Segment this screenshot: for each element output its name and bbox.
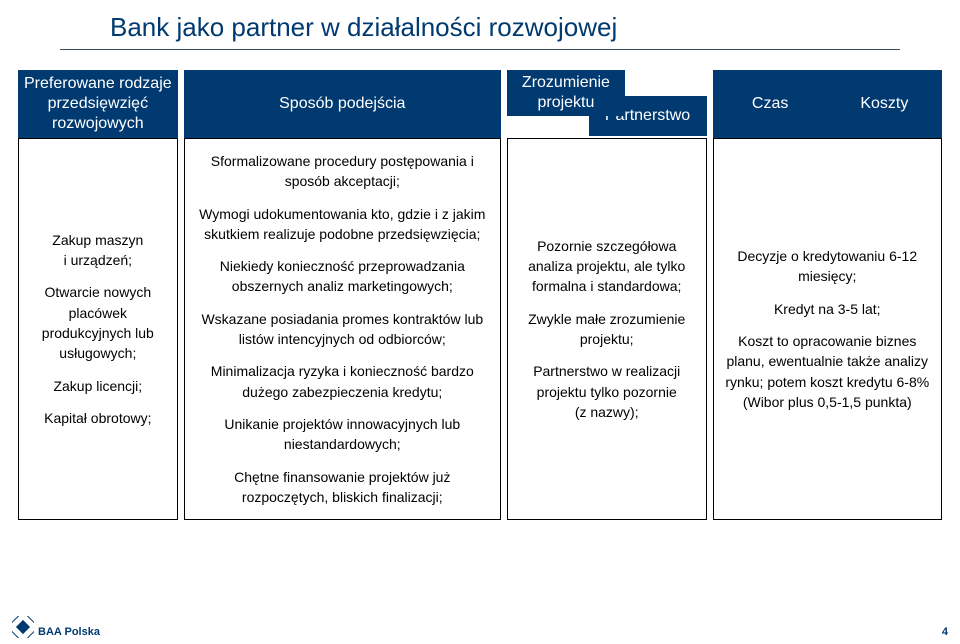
col-approach: Sposób podejścia Sformalizowane procedur…	[184, 70, 501, 520]
col-preferred: Preferowane rodzaje przedsięwzięć rozwoj…	[18, 70, 178, 520]
list-item: Kapitał obrotowy;	[25, 408, 171, 428]
list-item: Otwarcie nowych placówek produkcyjnych l…	[25, 282, 171, 363]
list-item: Unikanie projektów innowacyjnych lub nie…	[191, 414, 494, 455]
header-cost: Koszty	[828, 70, 942, 138]
col-approach-body: Sformalizowane procedury postępowania i …	[184, 138, 501, 520]
col-time-cost-body: Decyzje o kredytowaniu 6-12 miesięcy; Kr…	[713, 138, 943, 520]
col-time-cost-headers: Czas Koszty	[713, 70, 943, 138]
col-understanding-headers: Zrozumienie projektu Partnerstwo	[507, 70, 707, 138]
header-time: Czas	[713, 70, 828, 138]
footer-brand-text: BAA Polska	[38, 626, 100, 638]
list-item: Pozornie szczegółowa analiza projektu, a…	[514, 236, 700, 297]
list-item: Zakup maszyn i urządzeń;	[25, 230, 171, 271]
footer-brand: BAA Polska	[12, 616, 100, 638]
list-item: Minimalizacja ryzyka i konieczność bardz…	[191, 361, 494, 402]
list-item: Koszt to opracowanie biznes planu, ewent…	[720, 331, 936, 412]
col-approach-header: Sposób podejścia	[184, 70, 501, 138]
list-item: Wskazane posiadania promes kontraktów lu…	[191, 309, 494, 350]
col-preferred-header: Preferowane rodzaje przedsięwzięć rozwoj…	[18, 70, 178, 138]
list-item: Decyzje o kredytowaniu 6-12 miesięcy;	[720, 246, 936, 287]
page-number: 4	[942, 626, 948, 638]
col-understanding-body: Pozornie szczegółowa analiza projektu, a…	[507, 138, 707, 520]
page-title: Bank jako partner w działalności rozwojo…	[0, 0, 960, 49]
list-item: Zwykle małe zrozumienie projektu;	[514, 309, 700, 350]
list-item: Kredyt na 3-5 lat;	[720, 299, 936, 319]
list-item: Niekiedy konieczność przeprowadzania obs…	[191, 256, 494, 297]
list-item: Zakup licencji;	[25, 376, 171, 396]
col-understanding: Zrozumienie projektu Partnerstwo Pozorni…	[507, 70, 707, 520]
list-item: Wymogi udokumentowania kto, gdzie i z ja…	[191, 204, 494, 245]
logo-icon	[12, 616, 34, 638]
header-understanding: Zrozumienie projektu	[507, 70, 625, 116]
content-grid: Preferowane rodzaje przedsięwzięć rozwoj…	[0, 70, 960, 520]
title-divider	[60, 49, 900, 50]
list-item: Sformalizowane procedury postępowania i …	[191, 151, 494, 192]
footer: BAA Polska 4	[12, 616, 948, 638]
list-item: Chętne finansowanie projektów już rozpoc…	[191, 467, 494, 508]
col-preferred-body: Zakup maszyn i urządzeń; Otwarcie nowych…	[18, 138, 178, 520]
col-time-cost: Czas Koszty Decyzje o kredytowaniu 6-12 …	[713, 70, 943, 520]
list-item: Partnerstwo w realizacji projektu tylko …	[514, 361, 700, 422]
